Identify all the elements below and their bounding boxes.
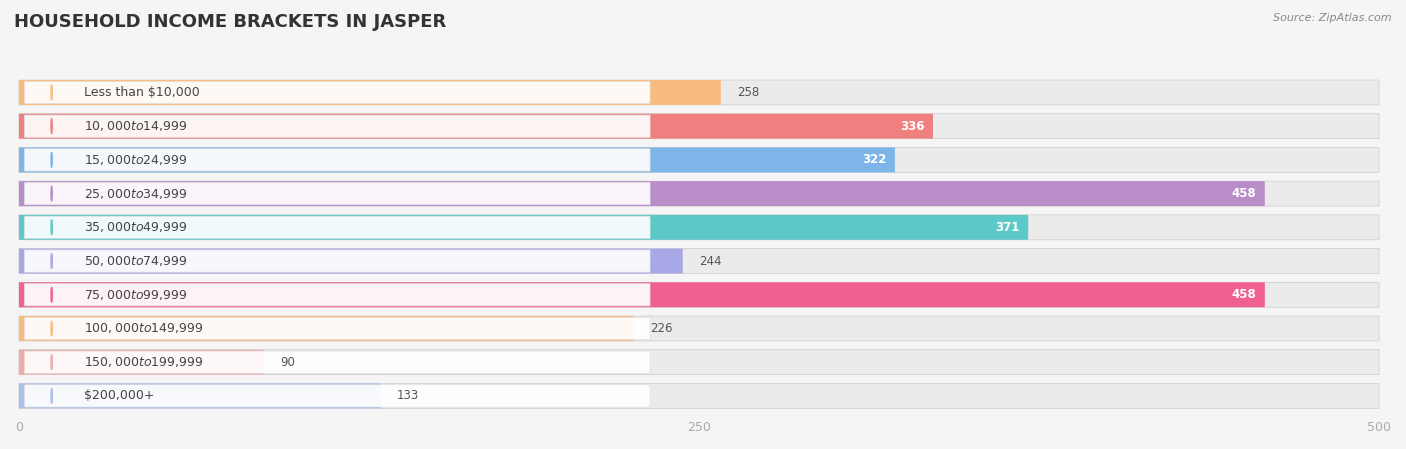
Text: $75,000 to $99,999: $75,000 to $99,999 [84, 288, 188, 302]
Text: 322: 322 [862, 154, 887, 167]
Text: $50,000 to $74,999: $50,000 to $74,999 [84, 254, 188, 268]
FancyBboxPatch shape [18, 249, 1379, 273]
FancyBboxPatch shape [18, 215, 1379, 240]
Text: 336: 336 [900, 120, 925, 133]
Text: Source: ZipAtlas.com: Source: ZipAtlas.com [1274, 13, 1392, 23]
FancyBboxPatch shape [24, 351, 650, 373]
FancyBboxPatch shape [18, 282, 1265, 307]
FancyBboxPatch shape [24, 81, 650, 104]
Text: $200,000+: $200,000+ [84, 389, 155, 402]
FancyBboxPatch shape [18, 383, 1379, 409]
Text: 458: 458 [1232, 288, 1257, 301]
FancyBboxPatch shape [18, 181, 1265, 206]
FancyBboxPatch shape [18, 147, 1379, 172]
Text: 371: 371 [995, 221, 1019, 234]
FancyBboxPatch shape [24, 385, 650, 407]
FancyBboxPatch shape [18, 383, 381, 409]
Text: $100,000 to $149,999: $100,000 to $149,999 [84, 321, 204, 335]
FancyBboxPatch shape [18, 215, 1028, 240]
FancyBboxPatch shape [24, 216, 650, 238]
FancyBboxPatch shape [24, 284, 650, 306]
FancyBboxPatch shape [24, 182, 650, 205]
FancyBboxPatch shape [18, 350, 264, 374]
Text: 458: 458 [1232, 187, 1257, 200]
Text: 244: 244 [699, 255, 721, 268]
Text: $150,000 to $199,999: $150,000 to $199,999 [84, 355, 204, 369]
Text: 133: 133 [396, 389, 419, 402]
FancyBboxPatch shape [24, 317, 650, 339]
Text: 90: 90 [280, 356, 295, 369]
Text: $35,000 to $49,999: $35,000 to $49,999 [84, 220, 188, 234]
FancyBboxPatch shape [18, 80, 721, 105]
Text: $15,000 to $24,999: $15,000 to $24,999 [84, 153, 188, 167]
Text: HOUSEHOLD INCOME BRACKETS IN JASPER: HOUSEHOLD INCOME BRACKETS IN JASPER [14, 13, 446, 31]
Text: $25,000 to $34,999: $25,000 to $34,999 [84, 187, 188, 201]
Text: 258: 258 [737, 86, 759, 99]
FancyBboxPatch shape [24, 250, 650, 272]
FancyBboxPatch shape [18, 114, 934, 139]
FancyBboxPatch shape [24, 149, 650, 171]
FancyBboxPatch shape [18, 181, 1379, 206]
Text: Less than $10,000: Less than $10,000 [84, 86, 200, 99]
FancyBboxPatch shape [18, 282, 1379, 307]
FancyBboxPatch shape [18, 350, 1379, 374]
FancyBboxPatch shape [18, 114, 1379, 139]
FancyBboxPatch shape [18, 316, 1379, 341]
FancyBboxPatch shape [18, 249, 683, 273]
FancyBboxPatch shape [18, 80, 1379, 105]
Text: $10,000 to $14,999: $10,000 to $14,999 [84, 119, 188, 133]
FancyBboxPatch shape [24, 115, 650, 137]
FancyBboxPatch shape [18, 316, 634, 341]
Text: 226: 226 [650, 322, 672, 335]
FancyBboxPatch shape [18, 147, 894, 172]
